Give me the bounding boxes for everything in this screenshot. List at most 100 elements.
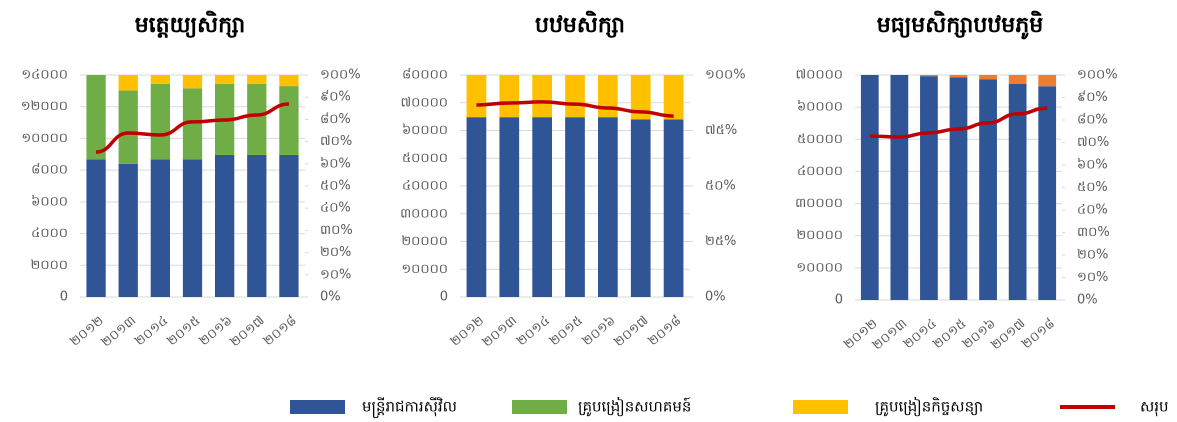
bar-segment [247,83,267,155]
y-tick-label: ៧០០០០ [401,95,448,110]
bar-segment [247,154,267,297]
bar-segment [150,75,170,84]
y2-tick-label: ១០០% [705,68,746,83]
bar-segment [182,75,203,89]
x-tick-label: ២០១៦ [197,313,236,349]
bar-segment [920,75,938,77]
y2-tick-label: ៨០% [1077,113,1108,128]
bar-segment [499,75,520,118]
x-tick-label: ២០១៤ [901,316,940,352]
bar-segment [118,163,138,297]
bar-segment [565,75,585,118]
bar-segment [182,88,203,160]
y2-tick-label: 0% [705,290,726,305]
y-tick-label: 0 [60,290,68,305]
bar-segment [499,117,520,298]
legend-swatch [512,400,567,414]
y-tick-label: ៤០០០០ [797,164,843,179]
bar-segment [118,75,138,91]
y2-tick-label: 0% [1077,293,1098,308]
y2-tick-label: 0% [320,290,341,305]
y2-tick-label: ២៥% [705,234,736,249]
total-line [476,100,674,118]
bar-segment [466,75,487,118]
y2-tick-label: ៣០% [1077,225,1110,240]
y2-tick-label: ៤០% [320,201,351,216]
y2-tick-label: ៥០% [1077,180,1108,195]
y2-tick-label: ៧០% [320,134,352,149]
bar-segment [118,90,138,164]
bar-segment [215,75,235,84]
legend-swatch [793,400,848,414]
bar-segment [890,75,909,300]
y-tick-label: ១០០០០ [401,262,448,277]
bar-segment [1008,84,1027,300]
y2-tick-label: ២០% [1077,248,1108,263]
x-tick-label: ២០១២ [68,313,107,349]
x-tick-label: ២០១៦ [580,313,619,349]
bar-segment [630,75,651,120]
bar-segment [949,77,968,300]
y2-tick-label: ៩០% [1077,90,1108,105]
y2-tick-label: ៥០% [320,179,351,194]
x-tick-label: ២០១៥ [930,316,969,352]
y-tick-label: ៧០០០០ [796,68,843,83]
bar-segment [532,117,552,298]
y-tick-label: ៤០០០០ [402,179,448,194]
y2-tick-label: ១០% [1077,270,1108,285]
y-tick-label: ៥០០០០ [797,132,843,147]
bar-segment [949,75,968,78]
y-tick-label: ១០០០០ [21,131,68,146]
x-tick-label: ២០១៤ [514,313,553,349]
x-tick-label: ២០១២ [448,313,487,349]
y-tick-label: ១៤០០០ [21,68,68,83]
y-tick-label: ៤០០០ [31,226,68,241]
bar-segment [1038,86,1057,300]
y2-tick-label: ១០០% [1077,68,1118,83]
y-tick-label: ២០០០ [31,258,68,273]
y-tick-label: ៨០០០ [31,163,68,178]
x-tick-label: ២០១៧ [612,313,652,350]
bar-segment [86,75,106,160]
y2-tick-label: ៤០% [1077,203,1108,218]
bar-segment [1008,75,1027,84]
y-tick-label: ៦០០០០ [797,100,843,115]
y2-tick-label: ២០% [320,245,351,260]
y-tick-label: ៦០០០ [31,194,68,209]
x-tick-label: ២០១៨ [1019,316,1058,352]
y2-tick-label: ៥០% [705,179,736,194]
y2-tick-label: ៣០% [320,223,353,238]
chart-title: បឋមសិក្សា [535,10,625,38]
x-tick-label: ២០១៣ [99,313,139,350]
bar-segment [532,75,552,118]
bar-segment [466,117,487,298]
bar-segment [598,75,618,118]
legend-label: មន្ត្រីរាជការស៊ីវិល [362,397,457,419]
bar-segment [565,117,585,298]
legend-label: គ្រូបង្រៀនសហគមន៍ [578,397,691,417]
bar-segment [279,86,299,155]
chart-title: មធ្យមសិក្សាបឋមភូមិ [877,10,1043,40]
bar-segment [598,117,618,298]
x-tick-label: ២០១៥ [547,313,586,349]
x-tick-label: ២០១៣ [870,316,910,353]
bar-segment [247,75,267,84]
bar-segment [979,79,997,300]
bar-segment [150,159,170,297]
bar-segment [86,159,106,297]
y2-tick-label: ១០០% [320,68,361,83]
bar-segment [150,83,170,160]
bar-segment [182,159,203,297]
legend-swatch [290,400,345,414]
bar-segment [979,75,997,80]
legend-label: សរុប [1140,398,1169,417]
y-tick-label: ៣០០០០ [795,196,843,211]
y2-tick-label: ៩០% [320,90,351,105]
y-tick-label: ២០០០០ [796,228,843,243]
y-tick-label: ៨០០០០ [402,68,448,83]
x-tick-label: ២០១៥ [164,313,203,349]
y2-tick-label: ៨០% [320,112,351,127]
legend-label: គ្រូបង្រៀនកិច្ចសន្យា [875,397,983,417]
x-tick-label: ២០១៨ [646,313,685,349]
